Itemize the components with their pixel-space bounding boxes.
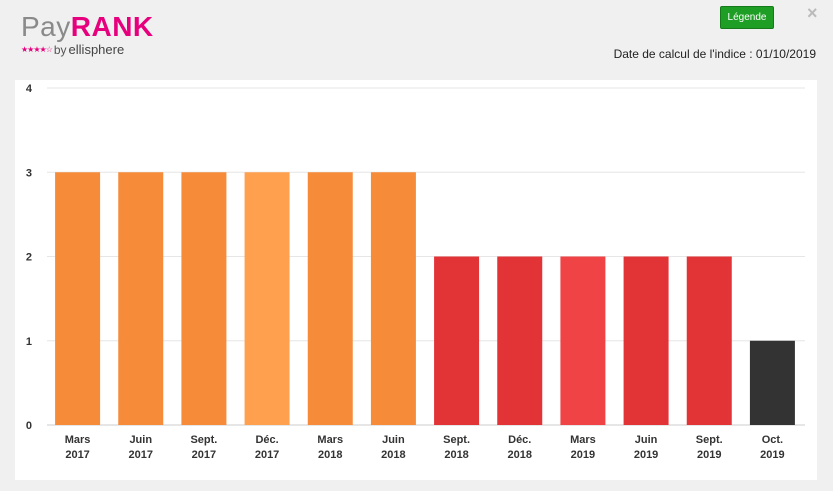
x-tick-label-year: 2018 <box>318 449 342 461</box>
x-tick-label-month: Déc. <box>255 434 278 446</box>
y-tick-label: 3 <box>26 167 32 179</box>
bar <box>244 172 290 425</box>
x-tick-label-month: Oct. <box>762 434 783 446</box>
x-tick-label-month: Juin <box>382 434 405 446</box>
bar <box>749 340 795 425</box>
payrank-logo: PayRANK ★★★★☆ by ellisphere <box>21 12 154 58</box>
x-tick-label-month: Sept. <box>443 434 470 446</box>
x-tick-label-year: 2019 <box>571 449 595 461</box>
close-icon[interactable]: × <box>807 3 818 23</box>
x-tick-label-year: 2019 <box>634 449 658 461</box>
x-tick-label-year: 2018 <box>444 449 468 461</box>
x-tick-label-month: Juin <box>129 434 152 446</box>
rating-stars-icon: ★★★★☆ <box>21 45 53 54</box>
x-tick-label-year: 2017 <box>255 449 279 461</box>
logo-brand: ellisphere <box>68 42 125 57</box>
bar <box>307 172 353 425</box>
x-tick-label-month: Juin <box>635 434 658 446</box>
calc-date-text: Date de calcul de l'indice : 01/10/2019 <box>613 47 816 61</box>
x-tick-label-month: Sept. <box>190 434 217 446</box>
x-tick-label-month: Déc. <box>508 434 531 446</box>
x-tick-label-year: 2019 <box>697 449 721 461</box>
bar <box>560 256 606 425</box>
bar <box>181 172 227 425</box>
bar <box>118 172 164 425</box>
bar-chart: 0 1 2 3 4 Mars 2017 Juin 2017 Sept. 2017 Déc. 2017 Ma… <box>26 83 805 461</box>
logo-by: by <box>53 42 67 57</box>
chart-panel: 0 1 2 3 4 Mars 2017 Juin 2017 Sept. 2017 Déc. 2017 Ma… <box>15 80 817 480</box>
x-tick-label-month: Sept. <box>696 434 723 446</box>
x-tick-label-month: Mars <box>317 434 343 446</box>
y-tick-label: 0 <box>26 420 32 432</box>
bar <box>370 172 416 425</box>
y-tick-label: 1 <box>26 336 32 348</box>
x-tick-label-month: Mars <box>65 434 91 446</box>
bar <box>623 256 669 425</box>
logo-subtitle: ★★★★☆ by ellisphere <box>21 42 154 57</box>
x-tick-label-year: 2017 <box>192 449 216 461</box>
bar <box>686 256 732 425</box>
x-tick-label-year: 2018 <box>508 449 532 461</box>
x-tick-label-month: Mars <box>570 434 596 446</box>
logo-pay: Pay <box>21 11 71 42</box>
bar <box>434 256 480 425</box>
x-tick-label-year: 2018 <box>381 449 405 461</box>
logo-title: PayRANK <box>21 12 154 42</box>
y-tick-label: 4 <box>26 83 33 95</box>
x-tick-label-year: 2019 <box>760 449 784 461</box>
bar <box>497 256 543 425</box>
y-tick-label: 2 <box>26 252 32 264</box>
x-tick-label-year: 2017 <box>65 449 89 461</box>
logo-rank: RANK <box>70 11 154 42</box>
x-tick-label-year: 2017 <box>129 449 153 461</box>
legend-button[interactable]: Légende <box>720 6 774 29</box>
bar <box>55 172 101 425</box>
